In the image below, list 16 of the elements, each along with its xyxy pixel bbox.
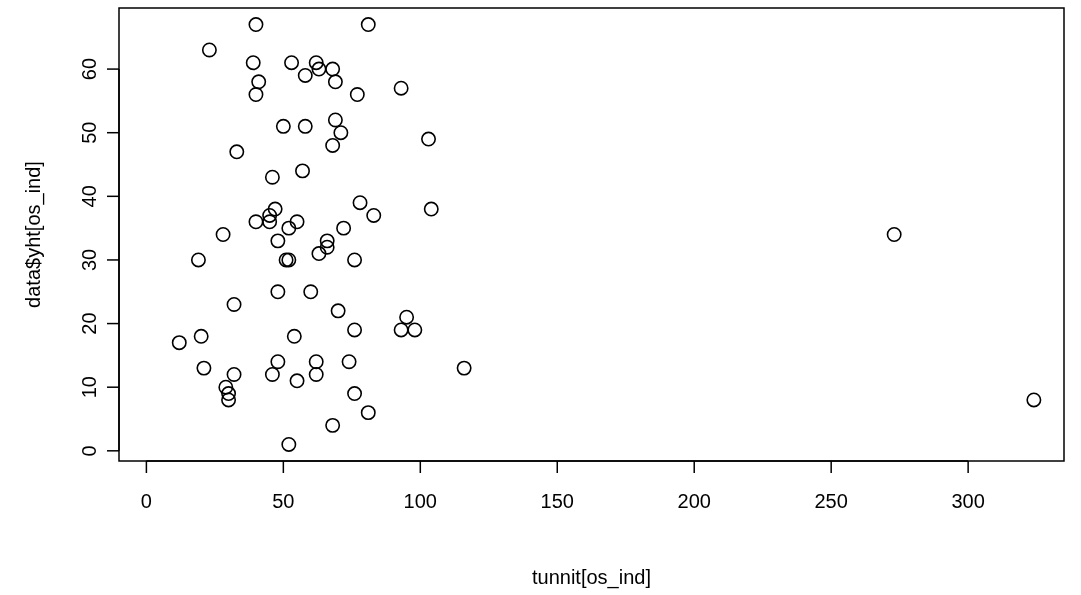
y-axis-title: data$yht[os_ind] bbox=[22, 161, 45, 308]
x-tick-label: 200 bbox=[677, 490, 711, 512]
y-tick-label: 50 bbox=[78, 121, 100, 144]
x-tick-label: 50 bbox=[272, 490, 295, 512]
x-tick-label: 250 bbox=[814, 490, 848, 512]
y-tick-label: 10 bbox=[78, 376, 100, 399]
x-tick-label: 100 bbox=[403, 490, 437, 512]
x-tick-label: 300 bbox=[951, 490, 985, 512]
y-tick-label: 40 bbox=[78, 185, 100, 208]
x-tick-label: 150 bbox=[540, 490, 574, 512]
y-tick-label: 30 bbox=[78, 248, 100, 272]
y-tick-label: 60 bbox=[78, 57, 100, 81]
y-tick-label: 20 bbox=[78, 312, 100, 335]
y-tick-label: 0 bbox=[78, 445, 100, 457]
x-tick-label: 0 bbox=[140, 490, 152, 512]
x-axis-title: tunnit[os_ind] bbox=[532, 566, 651, 589]
